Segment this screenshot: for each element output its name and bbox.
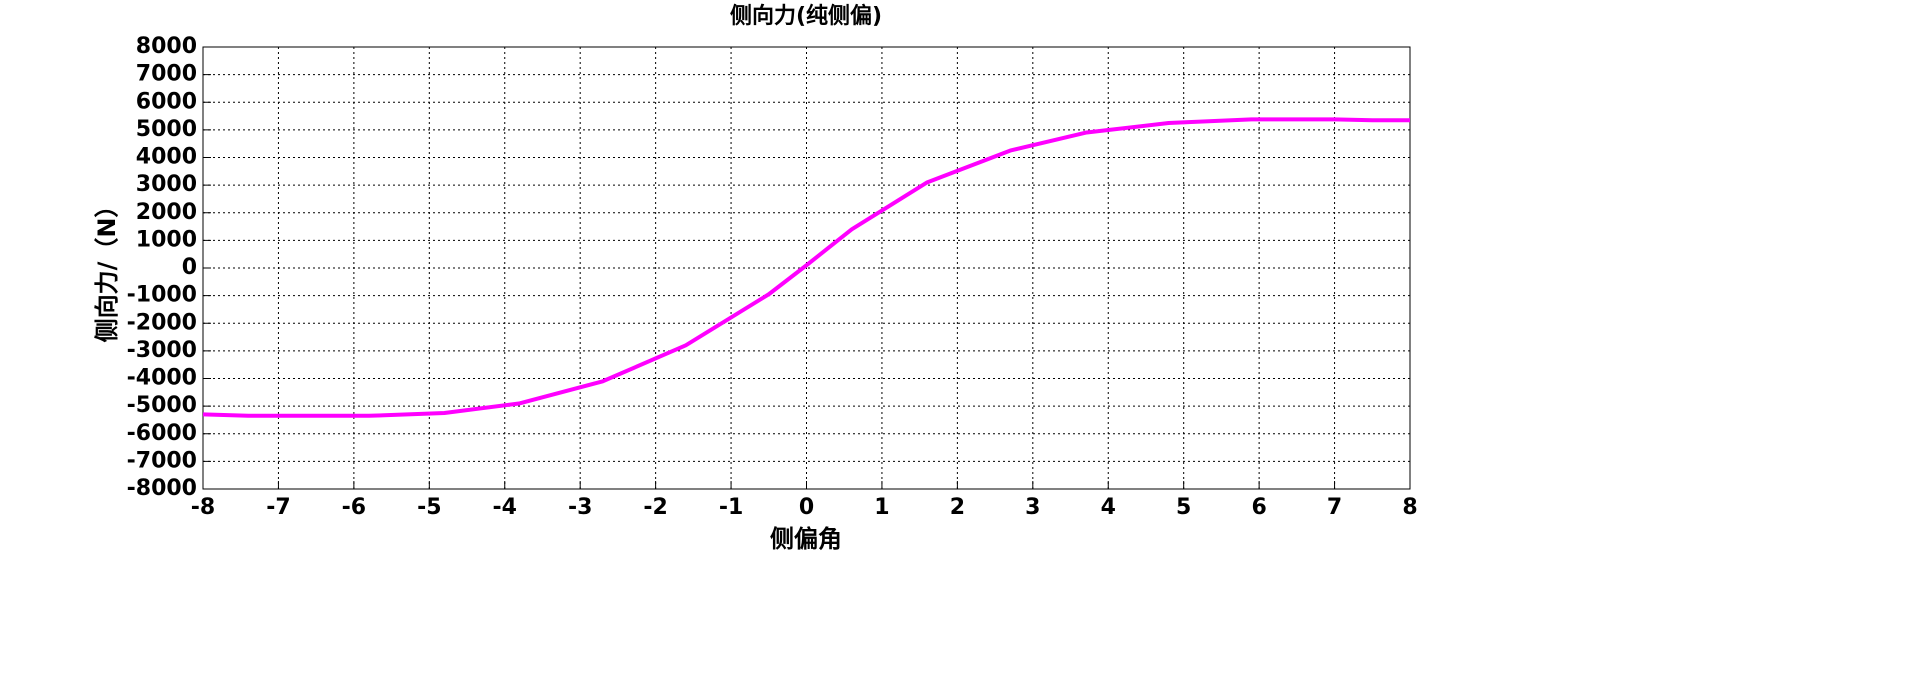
y-tick-label: -2000 bbox=[127, 310, 197, 335]
y-tick-label: 8000 bbox=[136, 34, 197, 59]
x-tick-label: -1 bbox=[719, 495, 743, 520]
x-tick-label: 0 bbox=[799, 495, 814, 520]
y-tick-label: 4000 bbox=[136, 145, 197, 170]
y-tick-label: -8000 bbox=[127, 476, 197, 501]
y-tick-label: 2000 bbox=[136, 200, 197, 225]
plot-frame bbox=[202, 46, 1411, 490]
y-tick-label: -6000 bbox=[127, 421, 197, 446]
y-tick-label: 7000 bbox=[136, 62, 197, 87]
x-tick-label: 1 bbox=[874, 495, 889, 520]
x-tick-label: 4 bbox=[1101, 495, 1116, 520]
x-tick-label: -4 bbox=[493, 495, 517, 520]
x-tick-label: -7 bbox=[266, 495, 290, 520]
y-tick-label: 0 bbox=[182, 255, 197, 280]
y-tick-label: 3000 bbox=[136, 172, 197, 197]
x-tick-label: -8 bbox=[191, 495, 215, 520]
y-tick-label: -1000 bbox=[127, 283, 197, 308]
chart-title: 侧向力(纯侧偏) bbox=[730, 3, 882, 29]
y-tick-label: 5000 bbox=[136, 117, 197, 142]
x-tick-label: 2 bbox=[950, 495, 965, 520]
x-tick-label: -6 bbox=[342, 495, 366, 520]
y-tick-label: -5000 bbox=[127, 393, 197, 418]
x-tick-label: -3 bbox=[568, 495, 592, 520]
y-axis-label: 侧向力/（N） bbox=[93, 194, 121, 343]
y-tick-label: -3000 bbox=[127, 338, 197, 363]
x-tick-label: 6 bbox=[1251, 495, 1266, 520]
x-axis-label: 侧偏角 bbox=[770, 525, 842, 553]
x-tick-label: 8 bbox=[1402, 495, 1417, 520]
x-tick-label: -5 bbox=[417, 495, 441, 520]
x-tick-label: -2 bbox=[643, 495, 667, 520]
y-tick-label: -7000 bbox=[127, 448, 197, 473]
x-tick-label: 5 bbox=[1176, 495, 1191, 520]
y-tick-label: 6000 bbox=[136, 89, 197, 114]
y-tick-label: 1000 bbox=[136, 227, 197, 252]
y-tick-label: -4000 bbox=[127, 366, 197, 391]
data-line bbox=[202, 117, 1410, 418]
x-tick-label: 3 bbox=[1025, 495, 1040, 520]
x-tick-label: 7 bbox=[1327, 495, 1342, 520]
